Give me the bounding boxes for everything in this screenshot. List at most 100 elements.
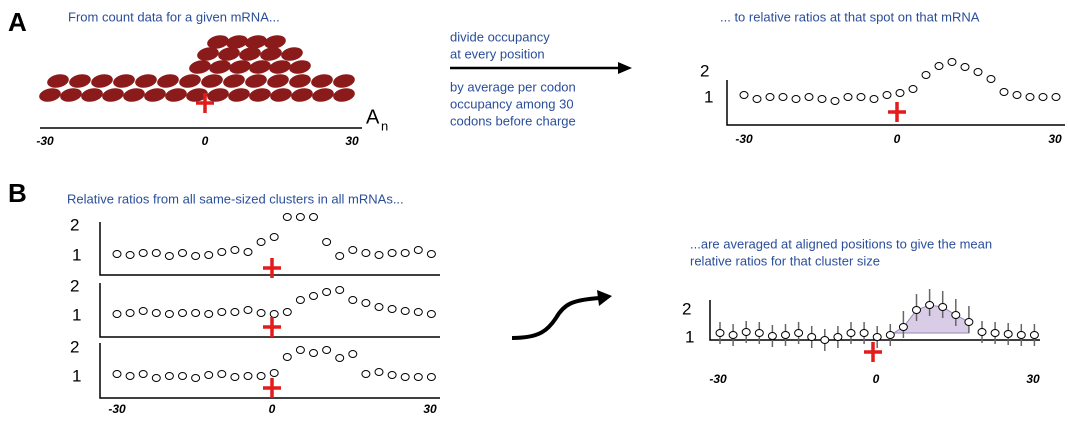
ribosome [248, 86, 272, 103]
ribosome [222, 72, 246, 89]
ribosome [244, 72, 268, 89]
ratio-point [349, 247, 357, 254]
y-label: 1 [72, 245, 81, 264]
ratio-point [1052, 94, 1060, 101]
x-label: 0 [873, 372, 880, 386]
caption: Relative ratios from all same-sized clus… [67, 191, 404, 206]
ratio-point [152, 250, 160, 257]
ratio-point [926, 302, 934, 309]
ratio-point [779, 94, 787, 101]
ratio-point [375, 304, 383, 311]
ribosome [80, 86, 104, 103]
ratio-point [978, 329, 986, 336]
ribosome [290, 86, 314, 103]
x-label: 0 [202, 134, 209, 148]
y-label: 2 [70, 215, 79, 234]
ratio-point [388, 250, 396, 257]
ratio-point [965, 319, 973, 326]
ratio-point [782, 332, 790, 339]
ratio-point [218, 371, 226, 378]
ribosome [206, 86, 230, 103]
ribosome [248, 58, 272, 75]
ratio-point [192, 253, 200, 260]
ribosome [101, 86, 125, 103]
ratio-point [152, 375, 160, 382]
ribosome [280, 45, 304, 62]
ratio-point [401, 374, 409, 381]
ratio-point [296, 214, 304, 221]
ratio-point [323, 347, 331, 354]
ratio-point [257, 239, 265, 246]
caption: ... to relative ratios at that spot on t… [720, 9, 980, 24]
ribosome [46, 72, 70, 89]
x-label: 0 [894, 132, 901, 146]
end-label: A [366, 106, 380, 128]
ratio-point [795, 330, 803, 337]
ribosome [38, 86, 62, 103]
ratio-point [805, 94, 813, 101]
ratio-point [414, 247, 422, 254]
y-label: 2 [70, 276, 79, 295]
ribosome [178, 72, 202, 89]
ratio-point [952, 312, 960, 319]
charge-mark [864, 342, 882, 362]
ratio-point [179, 250, 187, 257]
x-label: -30 [709, 372, 727, 386]
ratio-point [244, 307, 252, 314]
ratio-point [948, 59, 956, 66]
ribosome [68, 72, 92, 89]
ribosome [90, 72, 114, 89]
ratio-point [899, 324, 907, 331]
ratio-point [192, 375, 200, 382]
ribosome [208, 58, 232, 75]
ratio-point [939, 304, 947, 311]
ratio-point [257, 310, 265, 317]
x-label: -30 [36, 134, 54, 148]
ratio-point [935, 63, 943, 70]
ratio-point [755, 330, 763, 337]
caption: From count data for a given mRNA... [68, 9, 280, 24]
y-label: 1 [72, 366, 81, 385]
ratio-point [883, 92, 891, 99]
ratio-point [336, 287, 344, 294]
ratio-point [283, 354, 291, 361]
ratio-point [362, 371, 370, 378]
ratio-point [336, 253, 344, 260]
ratio-point [165, 373, 173, 380]
ribosome [134, 72, 158, 89]
ratio-point [244, 249, 252, 256]
ratio-point [401, 308, 409, 315]
ribosome [288, 72, 312, 89]
ratio-point [1000, 89, 1008, 96]
ratio-point [388, 306, 396, 313]
x-label: 30 [1048, 132, 1062, 146]
ratio-point [375, 369, 383, 376]
ratio-point [740, 92, 748, 99]
x-label: 0 [269, 402, 276, 416]
ribosome [288, 58, 312, 75]
x-label: 30 [345, 134, 359, 148]
ratio-point [414, 309, 422, 316]
arrow-text: divide occupancy [450, 29, 550, 44]
ratio-point [270, 370, 278, 377]
ratio-point [139, 371, 147, 378]
arrow-text: by average per codon [450, 79, 576, 94]
ratio-point [310, 293, 318, 300]
ratio-point [1039, 94, 1047, 101]
ratio-point [844, 94, 852, 101]
ratio-point [139, 250, 147, 257]
charge-mark [263, 317, 281, 337]
ratio-point [165, 311, 173, 318]
ribosome [112, 72, 136, 89]
ratio-point [913, 307, 921, 314]
y-label: 1 [685, 327, 694, 346]
x-label: -30 [735, 132, 753, 146]
ribosome [200, 72, 224, 89]
ratio-point [753, 96, 761, 103]
ratio-point [179, 373, 187, 380]
ratio-point [860, 330, 868, 337]
x-label: 30 [1026, 372, 1040, 386]
ratio-point [113, 311, 121, 318]
ratio-point [427, 311, 435, 318]
ratio-point [1013, 92, 1021, 99]
